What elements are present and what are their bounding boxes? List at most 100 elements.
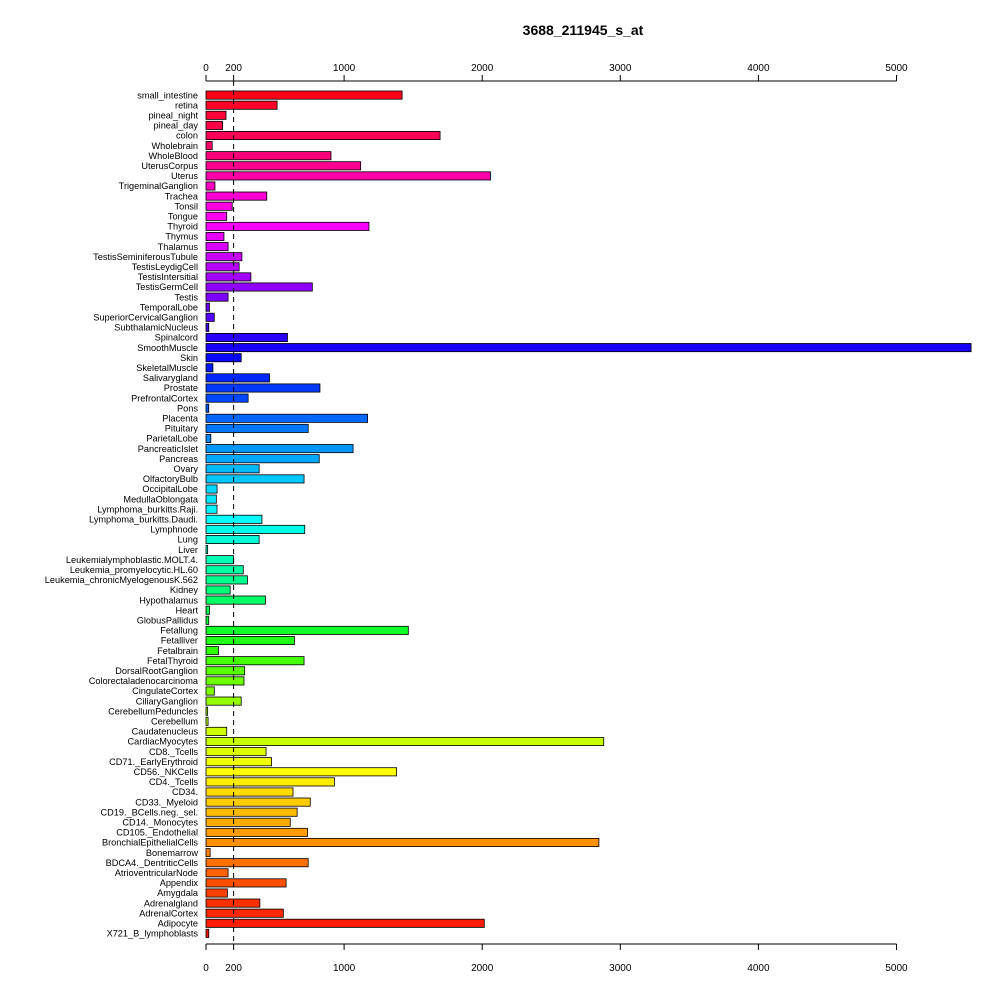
category-label: CD19._BCells.neg._sel.	[100, 807, 198, 817]
category-label: CD56._NKCells	[134, 767, 199, 777]
category-label: SkeletalMuscle	[136, 363, 198, 373]
category-label: Amygdala	[157, 888, 199, 898]
bar-GlobusPallidus	[205, 615, 210, 625]
bars-group	[205, 90, 972, 938]
bar-Heart	[205, 605, 210, 615]
category-label: Fetalliver	[161, 636, 198, 646]
bar-FetalThyroid	[205, 656, 305, 666]
bar-AtrioventricularNode	[205, 868, 229, 878]
category-label: TestisSeminiferousTubule	[93, 252, 198, 262]
top-tick-label-3000: 3000	[609, 63, 632, 74]
category-label: BronchialEpithelialCells	[102, 838, 198, 848]
bar-CD33._Myeloid	[205, 797, 311, 807]
bar-TemporalLobe	[205, 302, 210, 312]
bar-Leukemialymphoblastic.MOLT.4.	[205, 555, 235, 565]
category-label: Adrenalgland	[144, 898, 198, 908]
category-label: Salivarygland	[143, 373, 198, 383]
category-label: colon	[176, 131, 198, 141]
bar-Lymphnode	[205, 524, 306, 534]
bar-Appendix	[205, 878, 287, 888]
bottom-tick-label-200: 200	[225, 963, 242, 974]
bar-PancreaticIslet	[205, 444, 354, 454]
bar-Leukemia_promyelocytic.HL.60	[205, 565, 244, 575]
category-label: Skin	[180, 353, 198, 363]
bottom-tick-label-1000: 1000	[333, 963, 356, 974]
bar-BronchialEpithelialCells	[205, 838, 600, 848]
bar-TestisIntersitial	[205, 272, 252, 282]
category-labels-group: small_intestineretinapineal_nightpineal_…	[45, 90, 199, 938]
bar-Lymphoma_burkitts.Raji.	[205, 504, 218, 514]
category-label: CingulateCortex	[132, 686, 198, 696]
bar-Amygdala	[205, 888, 228, 898]
top-tick-label-200: 200	[225, 63, 242, 74]
bottom-tick-label-5000: 5000	[885, 963, 908, 974]
category-label: TestisGermCell	[136, 282, 198, 292]
category-label: Tonsil	[175, 201, 199, 211]
category-label: SmoothMuscle	[137, 343, 198, 353]
bar-X721_B_lymphoblasts	[205, 928, 210, 938]
category-label: CD34.	[172, 787, 198, 797]
top-tick-label-5000: 5000	[885, 63, 908, 74]
top-tick-label-1000: 1000	[333, 63, 356, 74]
bar-UterusCorpus	[205, 161, 362, 171]
bar-Pituitary	[205, 423, 309, 433]
bar-CD56._NKCells	[205, 767, 397, 777]
category-label: CD33._Myeloid	[135, 797, 198, 807]
category-label: Bonemarrow	[146, 848, 198, 858]
bar-Prostate	[205, 383, 321, 393]
bar-Thalamus	[205, 242, 229, 252]
category-label: PancreaticIslet	[138, 444, 199, 454]
category-label: Lymphnode	[150, 525, 198, 535]
bar-Fetallung	[205, 625, 409, 635]
category-label: TemporalLobe	[140, 302, 198, 312]
bar-Wholebrain	[205, 141, 213, 151]
bar-TestisSeminiferousTubule	[205, 252, 243, 262]
bar-Tonsil	[205, 201, 233, 211]
category-label: OccipitalLobe	[142, 484, 198, 494]
bar-Thyroid	[205, 221, 370, 231]
category-label: pineal_day	[154, 121, 199, 131]
category-label: Lymphoma_burkitts.Raji.	[97, 504, 198, 514]
bar-colon	[205, 130, 441, 140]
category-label: Thymus	[165, 232, 198, 242]
bar-Placenta	[205, 413, 368, 423]
bar-pineal_night	[205, 110, 227, 120]
category-label: PrefrontalCortex	[131, 393, 198, 403]
category-label: Kidney	[170, 585, 198, 595]
bar-Caudatenucleus	[205, 726, 228, 736]
bar-Hypothalamus	[205, 595, 266, 605]
category-label: TestisIntersitial	[138, 272, 198, 282]
category-label: Leukemialymphoblastic.MOLT.4.	[66, 555, 198, 565]
bar-CD19._BCells.neg._sel.	[205, 807, 298, 817]
category-label: CD105._Endothelial	[116, 828, 198, 838]
bar-CardiacMyocytes	[205, 737, 605, 747]
category-label: AdrenalCortex	[139, 908, 198, 918]
bar-BDCA4._DentriticCells	[205, 858, 309, 868]
category-label: ParietalLobe	[146, 434, 198, 444]
category-label: Pituitary	[165, 424, 199, 434]
category-label: Uterus	[171, 171, 198, 181]
bar-SmoothMuscle	[205, 343, 972, 353]
bar-PrefrontalCortex	[205, 393, 249, 403]
bar-Skin	[205, 353, 242, 363]
bar-WholeBlood	[205, 151, 332, 161]
bar-CD8._Tcells	[205, 747, 267, 757]
category-label: Ovary	[173, 464, 198, 474]
bar-Adrenalgland	[205, 898, 261, 908]
category-label: OlfactoryBulb	[143, 474, 198, 484]
category-label: Thalamus	[158, 242, 199, 252]
bottom-tick-label-3000: 3000	[609, 963, 632, 974]
category-label: CD71._EarlyErythroid	[109, 757, 198, 767]
category-label: Tongue	[168, 212, 198, 222]
category-label: pineal_night	[148, 111, 198, 121]
bar-CD4._Tcells	[205, 777, 335, 787]
bar-CiliaryGanglion	[205, 696, 242, 706]
bar-Tongue	[205, 211, 228, 221]
bar-retina	[205, 100, 278, 110]
bar-small_intestine	[205, 90, 403, 100]
category-label: Trachea	[165, 191, 199, 201]
category-label: CiliaryGanglion	[136, 696, 198, 706]
category-label: Appendix	[160, 878, 199, 888]
